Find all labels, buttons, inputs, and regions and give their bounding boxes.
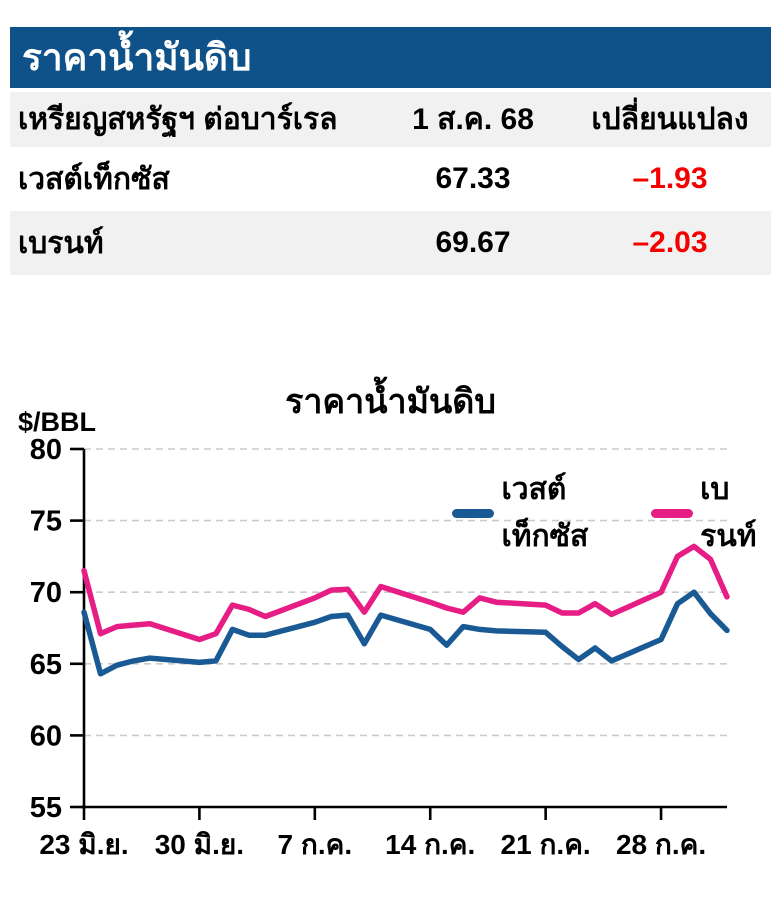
price-change: –1.93: [632, 162, 708, 195]
table-row-brent: เบรนท์ 69.67 –2.03: [10, 211, 771, 275]
svg-text:60: 60: [30, 720, 62, 752]
svg-text:21 ก.ค.: 21 ก.ค.: [501, 829, 591, 860]
west-texas-line-swatch-icon: [452, 508, 495, 518]
svg-text:65: 65: [30, 649, 62, 681]
panel-header: ราคาน้ำมันดิบ: [10, 27, 771, 88]
column-header-unit: เหรียญสหรัฐฯ ต่อบาร์เรล: [18, 103, 338, 136]
panel-title: ราคาน้ำมันดิบ: [22, 37, 252, 78]
svg-text:80: 80: [30, 434, 62, 466]
chart-legend: เวสต์เท็กซัส เบรนท์: [452, 466, 781, 560]
svg-text:23 มิ.ย.: 23 มิ.ย.: [39, 829, 128, 860]
price-value: 67.33: [435, 162, 511, 195]
column-header-date: 1 ส.ค. 68: [412, 103, 534, 136]
crude-oil-line-chart: 55 60 65 70 75 80 23 มิ.ย. 30 มิ.ย. 7 ก.ค. 14 ก.ค…: [0, 360, 781, 907]
svg-text:55: 55: [30, 792, 62, 824]
svg-text:7 ก.ค.: 7 ก.ค.: [278, 829, 353, 860]
legend-label-brent: เบรนท์: [700, 473, 757, 553]
svg-text:14 ก.ค.: 14 ก.ค.: [385, 829, 475, 860]
instrument-name: เบรนท์: [18, 226, 104, 260]
svg-text:28 ก.ค.: 28 ก.ค.: [616, 829, 706, 860]
svg-text:75: 75: [30, 506, 62, 538]
instrument-name: เวสต์เท็กซัส: [18, 162, 170, 196]
line-plot-canvas: 55 60 65 70 75 80 23 มิ.ย. 30 มิ.ย. 7 ก.ค. 14 ก.ค…: [30, 434, 730, 860]
svg-text:70: 70: [30, 577, 62, 609]
svg-text:30 มิ.ย.: 30 มิ.ย.: [155, 829, 244, 860]
price-table: เหรียญสหรัฐฯ ต่อบาร์เรล 1 ส.ค. 68 เปลี่ย…: [10, 92, 771, 275]
legend-label-west-texas: เวสต์เท็กซัส: [501, 473, 589, 553]
table-row-west-texas: เวสต์เท็กซัส 67.33 –1.93: [10, 147, 771, 211]
brent-line-swatch-icon: [650, 508, 694, 518]
column-header-change: เปลี่ยนแปลง: [591, 103, 749, 136]
chart-title: ราคาน้ำมันดิบ: [285, 383, 496, 421]
table-header-row: เหรียญสหรัฐฯ ต่อบาร์เรล 1 ส.ค. 68 เปลี่ย…: [10, 92, 771, 147]
y-axis-unit-label: $/BBL: [18, 407, 97, 437]
price-value: 69.67: [435, 226, 511, 259]
price-change: –2.03: [632, 226, 708, 259]
